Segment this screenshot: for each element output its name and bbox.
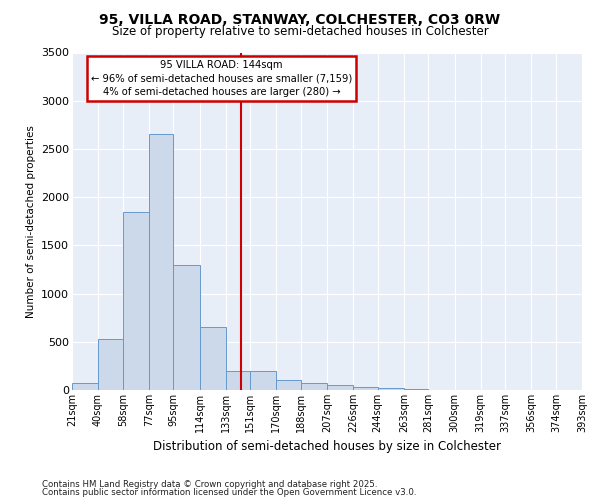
Bar <box>378 388 404 390</box>
Bar <box>250 370 276 390</box>
Bar <box>301 383 327 390</box>
Bar <box>173 264 199 390</box>
Text: Contains public sector information licensed under the Open Government Licence v3: Contains public sector information licen… <box>42 488 416 497</box>
Bar <box>123 212 149 390</box>
Text: 95 VILLA ROAD: 144sqm
← 96% of semi-detached houses are smaller (7,159)
4% of se: 95 VILLA ROAD: 144sqm ← 96% of semi-deta… <box>91 60 352 96</box>
Bar <box>149 134 173 390</box>
Bar <box>404 388 428 390</box>
Text: 95, VILLA ROAD, STANWAY, COLCHESTER, CO3 0RW: 95, VILLA ROAD, STANWAY, COLCHESTER, CO3… <box>100 12 500 26</box>
Y-axis label: Number of semi-detached properties: Number of semi-detached properties <box>26 125 35 318</box>
Bar <box>327 384 353 390</box>
Bar <box>276 380 301 390</box>
Bar <box>72 383 98 390</box>
Bar <box>226 370 250 390</box>
Text: Contains HM Land Registry data © Crown copyright and database right 2025.: Contains HM Land Registry data © Crown c… <box>42 480 377 489</box>
Bar <box>353 387 378 390</box>
Bar <box>98 339 123 390</box>
X-axis label: Distribution of semi-detached houses by size in Colchester: Distribution of semi-detached houses by … <box>153 440 501 454</box>
Bar <box>199 328 226 390</box>
Text: Size of property relative to semi-detached houses in Colchester: Size of property relative to semi-detach… <box>112 25 488 38</box>
